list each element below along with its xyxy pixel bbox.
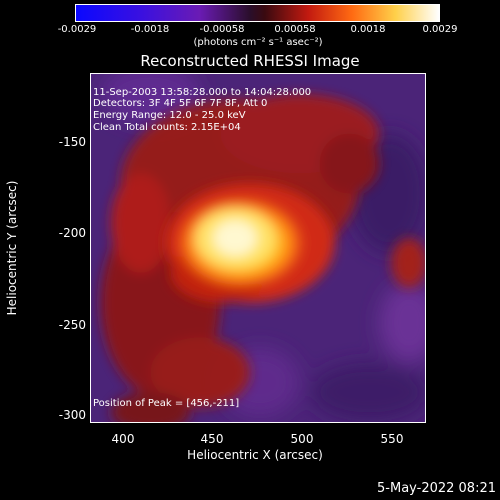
detectors-info: Detectors: 3F 4F 5F 6F 7F 8F, Att 0 — [93, 98, 268, 109]
y-tick: -250 — [58, 318, 86, 332]
y-tick: -200 — [58, 226, 86, 240]
clean-counts: Clean Total counts: 2.15E+04 — [93, 122, 241, 133]
colorbar-tick: 0.0029 — [422, 24, 458, 35]
peak-position: Position of Peak = [456,-211] — [93, 398, 240, 409]
colorbar-tick: 0.0018 — [350, 24, 386, 35]
rhessi-image — [90, 73, 426, 423]
colorbar-gradient — [76, 5, 439, 21]
y-axis-label: Heliocentric Y (arcsec) — [5, 180, 19, 316]
x-tick: 550 — [380, 432, 404, 446]
colorbar-tick: 0.00058 — [274, 24, 316, 35]
energy-range: Energy Range: 12.0 - 25.0 keV — [93, 110, 246, 121]
y-tick: -150 — [58, 135, 86, 149]
x-tick: 500 — [290, 432, 314, 446]
y-tick: -300 — [58, 408, 86, 422]
colorbar-tick: -0.0018 — [130, 24, 170, 35]
plot-title: Reconstructed RHESSI Image — [140, 52, 360, 70]
generation-date: 5-May-2022 08:21 — [377, 481, 496, 496]
x-tick: 400 — [111, 432, 135, 446]
time-range: 11-Sep-2003 13:58:28.000 to 14:04:28.000 — [93, 87, 312, 98]
colorbar — [75, 4, 440, 22]
x-axis-label: Heliocentric X (arcsec) — [187, 448, 323, 462]
colorbar-tick: -0.0029 — [57, 24, 97, 35]
colorbar-unit: (photons cm⁻² s⁻¹ asec⁻²) — [193, 37, 323, 48]
colorbar-tick: -0.00058 — [199, 24, 245, 35]
x-tick: 450 — [200, 432, 224, 446]
